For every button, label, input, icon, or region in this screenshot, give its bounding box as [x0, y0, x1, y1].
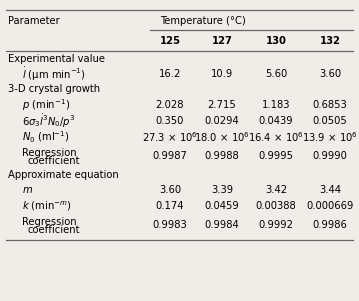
- Text: 1.183: 1.183: [262, 100, 290, 110]
- Text: 3.39: 3.39: [211, 185, 233, 195]
- Text: 0.0294: 0.0294: [205, 116, 239, 126]
- Text: coefficient: coefficient: [28, 156, 80, 166]
- Text: 10.9: 10.9: [211, 69, 233, 79]
- Text: Regression: Regression: [22, 148, 76, 158]
- Text: $\dot{l}$ (μm min$^{-1}$): $\dot{l}$ (μm min$^{-1}$): [22, 65, 86, 82]
- Text: 0.9990: 0.9990: [313, 151, 348, 161]
- Text: $p$ (min$^{-1}$): $p$ (min$^{-1}$): [22, 97, 70, 113]
- Text: Regression: Regression: [22, 217, 76, 227]
- Text: 3.42: 3.42: [265, 185, 287, 195]
- Text: 0.000669: 0.000669: [306, 201, 354, 211]
- Text: 5.60: 5.60: [265, 69, 287, 79]
- Text: 130: 130: [266, 36, 286, 46]
- Text: 0.0459: 0.0459: [205, 201, 239, 211]
- Text: 27.3 × 10$^6$: 27.3 × 10$^6$: [142, 130, 198, 144]
- Text: 2.715: 2.715: [208, 100, 236, 110]
- Text: 0.9988: 0.9988: [205, 151, 239, 161]
- Text: 16.2: 16.2: [159, 69, 181, 79]
- Text: 0.9995: 0.9995: [258, 151, 294, 161]
- Text: 0.00388: 0.00388: [256, 201, 297, 211]
- Text: 0.6853: 0.6853: [313, 100, 348, 110]
- Text: 0.0505: 0.0505: [313, 116, 348, 126]
- Text: 0.9986: 0.9986: [313, 220, 348, 230]
- Text: 0.9992: 0.9992: [258, 220, 294, 230]
- Text: 0.9983: 0.9983: [153, 220, 187, 230]
- Text: 125: 125: [159, 36, 181, 46]
- Text: Approximate equation: Approximate equation: [8, 169, 119, 179]
- Text: 0.0439: 0.0439: [259, 116, 293, 126]
- Text: Temperature (°C): Temperature (°C): [160, 16, 246, 26]
- Text: 3.44: 3.44: [319, 185, 341, 195]
- Text: $m$: $m$: [22, 185, 33, 195]
- Text: 132: 132: [320, 36, 340, 46]
- Text: 0.350: 0.350: [156, 116, 184, 126]
- Text: 0.174: 0.174: [156, 201, 184, 211]
- Text: 2.028: 2.028: [156, 100, 184, 110]
- Text: 16.4 × 10$^6$: 16.4 × 10$^6$: [248, 130, 304, 144]
- Text: coefficient: coefficient: [28, 225, 80, 235]
- Text: $k$ (min$^{-m}$): $k$ (min$^{-m}$): [22, 199, 72, 213]
- Text: 3.60: 3.60: [319, 69, 341, 79]
- Text: 127: 127: [211, 36, 232, 46]
- Text: 18.0 × 10$^6$: 18.0 × 10$^6$: [194, 130, 250, 144]
- Text: Parameter: Parameter: [8, 16, 60, 26]
- Text: $6\sigma_3\dot{l}^3N_0/p^3$: $6\sigma_3\dot{l}^3N_0/p^3$: [22, 112, 75, 129]
- Text: 3-D crystal growth: 3-D crystal growth: [8, 85, 100, 95]
- Text: Experimental value: Experimental value: [8, 54, 105, 64]
- Text: 13.9 × 10$^6$: 13.9 × 10$^6$: [302, 130, 358, 144]
- Text: $N_0$ (ml$^{-1}$): $N_0$ (ml$^{-1}$): [22, 129, 70, 145]
- Text: 0.9987: 0.9987: [153, 151, 187, 161]
- Text: 3.60: 3.60: [159, 185, 181, 195]
- Text: 0.9984: 0.9984: [205, 220, 239, 230]
